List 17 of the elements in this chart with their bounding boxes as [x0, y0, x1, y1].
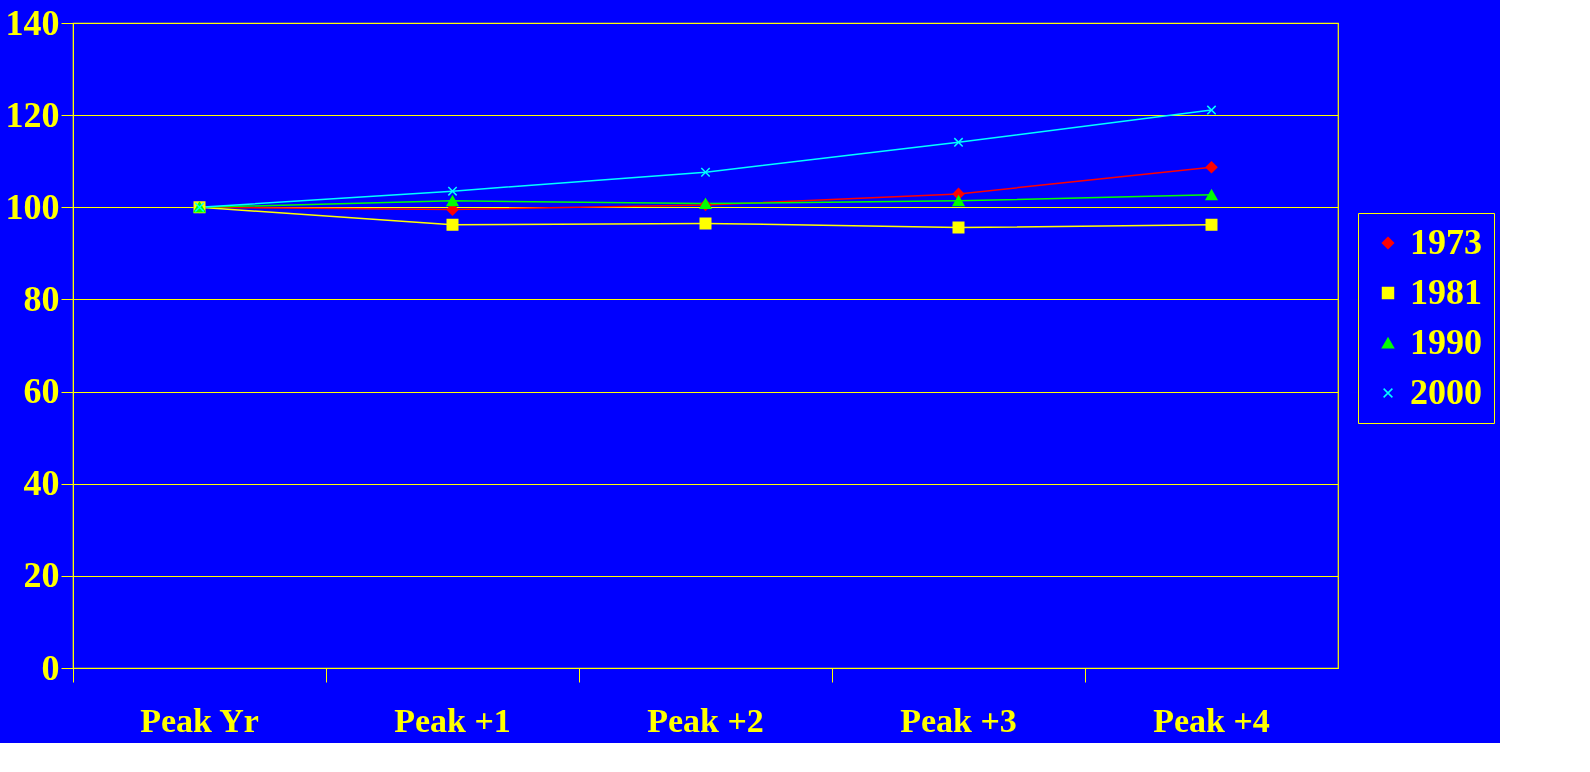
x-tick-label: Peak Yr [140, 701, 259, 739]
y-tick-label: 0 [41, 647, 60, 688]
legend-label: 1981 [1410, 272, 1482, 312]
legend-label: 1990 [1410, 322, 1482, 362]
x-tick-label: Peak +2 [647, 701, 764, 739]
x-tick-label: Peak +1 [394, 701, 511, 739]
x-tick-label: Peak +3 [900, 701, 1017, 739]
y-tick-label: 140 [5, 2, 60, 43]
x-tick-label: Peak +4 [1153, 701, 1270, 739]
y-tick-label: 80 [23, 278, 60, 319]
legend-label: 2000 [1410, 372, 1482, 412]
y-tick-label: 20 [23, 555, 60, 596]
y-tick-label: 40 [23, 463, 60, 504]
legend-label: 1973 [1410, 222, 1482, 262]
y-tick-label: 120 [5, 94, 60, 135]
y-tick-label: 60 [23, 371, 60, 412]
y-tick-label: 100 [5, 186, 60, 227]
